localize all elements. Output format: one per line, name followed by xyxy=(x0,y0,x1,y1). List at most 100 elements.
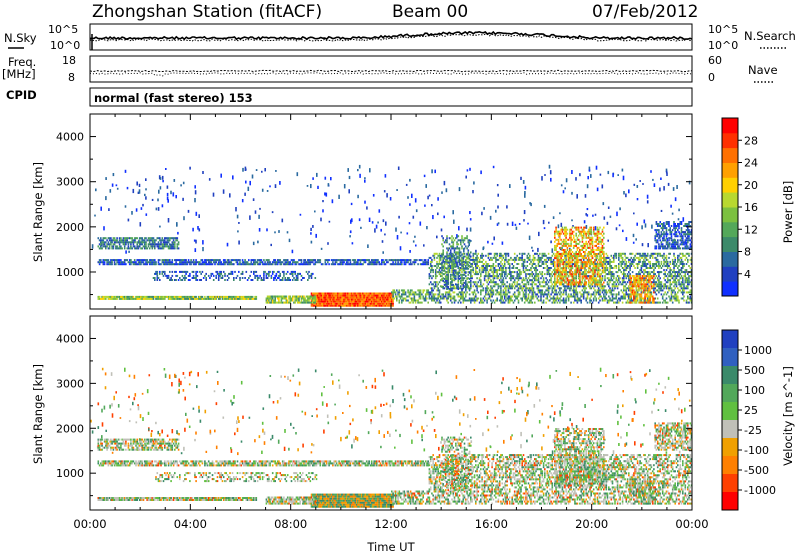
echo-cell xyxy=(371,221,374,224)
echo-cell xyxy=(615,301,618,304)
echo-cell xyxy=(656,301,659,304)
echo-cell xyxy=(401,261,403,264)
echo-cell xyxy=(545,277,547,280)
echo-cell xyxy=(275,272,278,275)
echo-cell xyxy=(629,263,631,265)
echo-cell xyxy=(122,295,125,298)
echo-cell xyxy=(503,263,506,265)
echo-cell xyxy=(141,247,143,250)
echo-cell xyxy=(102,263,105,266)
echo-cell xyxy=(169,295,171,298)
echo-cell xyxy=(625,287,628,290)
echo-cell xyxy=(431,258,433,261)
freq-right-tick-bottom: 0 xyxy=(708,71,715,84)
echo-cell xyxy=(274,301,276,304)
echo-cell xyxy=(181,270,184,273)
echo-cell xyxy=(429,275,432,278)
echo-cell xyxy=(537,277,540,280)
echo-cell xyxy=(463,297,466,300)
echo-cell xyxy=(101,295,103,298)
echo-cell xyxy=(510,271,512,274)
echo-cell xyxy=(453,291,456,294)
echo-cell xyxy=(281,261,284,264)
echo-cell xyxy=(614,285,616,288)
echo-cell xyxy=(355,302,358,305)
echo-cell xyxy=(485,297,487,300)
echo-cell xyxy=(615,293,618,296)
echo-cell xyxy=(456,245,458,249)
echo-cell xyxy=(665,269,668,272)
echo-cell xyxy=(115,295,117,298)
echo-cell xyxy=(340,300,343,303)
echo-cell xyxy=(426,297,428,300)
echo-cell xyxy=(608,279,610,282)
echo-cell xyxy=(448,271,451,274)
echo-cell xyxy=(439,267,442,269)
echo-cell xyxy=(575,271,577,274)
echo-cell xyxy=(492,285,495,288)
echo-cell xyxy=(512,285,515,288)
echo-cell xyxy=(159,177,162,180)
echo-cell xyxy=(575,293,577,296)
echo-cell xyxy=(169,261,171,264)
echo-cell xyxy=(624,295,626,298)
echo-cell xyxy=(559,293,561,296)
echo-cell xyxy=(105,247,107,250)
echo-cell xyxy=(453,299,456,302)
echo-cell xyxy=(434,169,436,174)
echo-cell xyxy=(565,301,567,304)
echo-cell xyxy=(324,259,327,262)
echo-cell xyxy=(584,267,586,269)
echo-cell xyxy=(310,301,313,304)
echo-cell xyxy=(549,287,551,290)
echo-cell xyxy=(449,297,452,300)
echo-cell xyxy=(296,301,299,304)
echo-cell xyxy=(362,300,364,303)
echo-cell xyxy=(540,299,542,302)
echo-cell xyxy=(587,293,590,296)
echo-cell xyxy=(393,289,396,292)
echo-cell xyxy=(480,293,482,296)
echo-cell xyxy=(651,287,654,290)
echo-cell xyxy=(222,259,225,262)
echo-cell xyxy=(382,304,384,307)
echo-cell xyxy=(364,294,367,297)
echo-cell xyxy=(123,261,126,264)
echo-cell xyxy=(560,222,563,227)
echo-cell xyxy=(182,261,185,264)
echo-cell xyxy=(176,295,179,298)
echo-cell xyxy=(373,302,375,305)
echo-cell xyxy=(156,270,159,273)
echo-cell xyxy=(507,252,510,255)
echo-cell xyxy=(399,261,402,264)
echo-cell xyxy=(436,267,438,269)
echo-cell xyxy=(452,279,455,282)
echo-cell xyxy=(338,294,340,297)
echo-cell xyxy=(249,274,251,277)
echo-cell xyxy=(186,297,189,300)
echo-cell xyxy=(530,295,532,298)
echo-cell xyxy=(590,287,592,290)
echo-cell xyxy=(606,263,609,265)
echo-cell xyxy=(539,281,541,284)
echo-cell xyxy=(351,218,353,223)
echo-cell xyxy=(468,254,471,257)
echo-cell xyxy=(500,277,502,280)
echo-cell xyxy=(664,260,666,263)
echo-cell xyxy=(106,245,108,248)
echo-cell xyxy=(286,263,289,266)
echo-cell xyxy=(156,274,159,277)
echo-cell xyxy=(120,247,122,250)
echo-cell xyxy=(110,263,112,266)
echo-cell xyxy=(285,295,288,298)
echo-cell xyxy=(507,297,510,300)
echo-cell xyxy=(470,258,472,261)
echo-cell xyxy=(619,207,621,211)
echo-cell xyxy=(212,274,215,277)
echo-cell xyxy=(219,297,221,300)
echo-cell xyxy=(372,302,374,305)
echo-cell xyxy=(409,291,412,294)
echo-cell xyxy=(386,193,388,198)
echo-cell xyxy=(228,295,230,298)
echo-cell xyxy=(554,293,556,296)
